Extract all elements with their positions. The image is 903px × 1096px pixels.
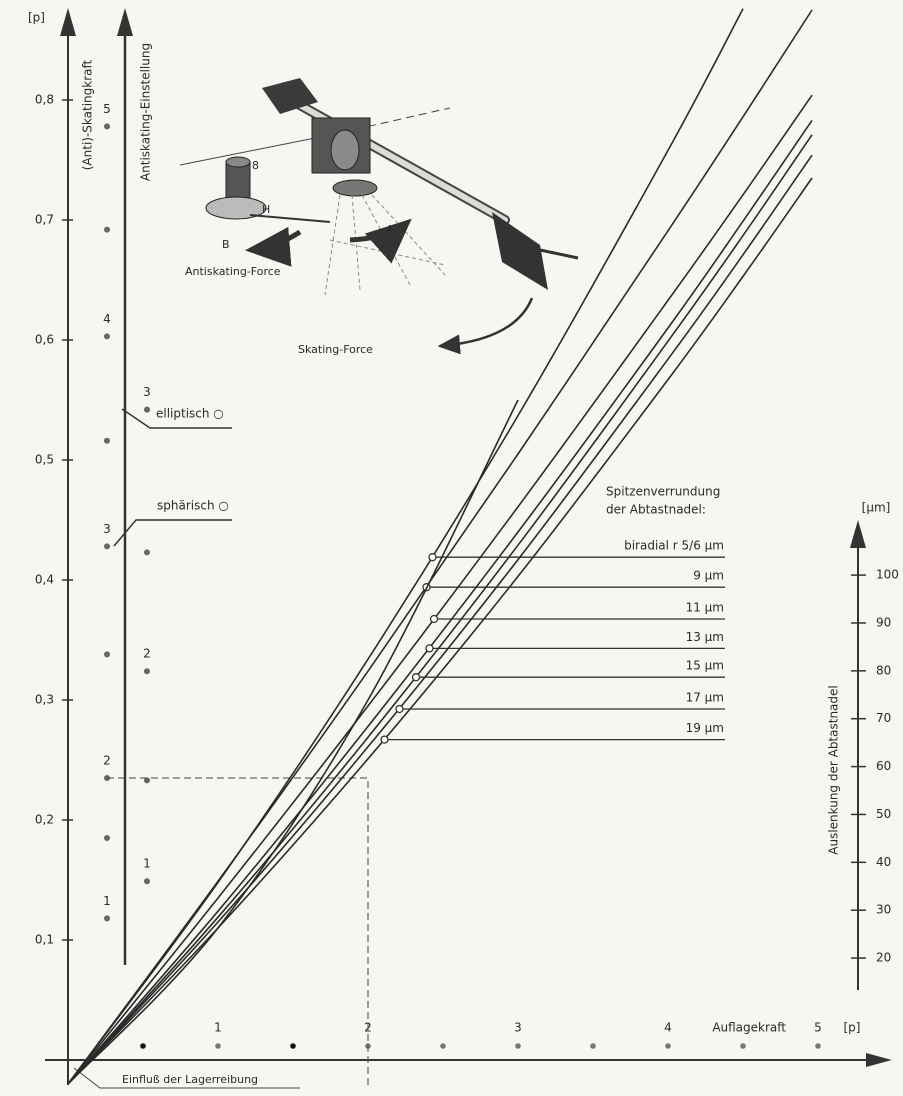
y2-tick-label: 20 [876, 951, 891, 965]
y-tick-label: 0,3 [35, 693, 54, 707]
legend-label: 11 μm [686, 601, 724, 615]
y-tick-label: 0,4 [35, 573, 54, 587]
antiskating-minor-tick [104, 227, 110, 233]
antiskating-axis-arrow [117, 8, 133, 36]
antiskating-tick-label: 2 [103, 754, 111, 768]
x-tick [515, 1043, 521, 1049]
antiskating-tick [104, 915, 110, 921]
antiskating-tick-label: 4 [103, 312, 111, 326]
curve-marker [429, 554, 436, 561]
curve-marker [381, 736, 388, 743]
antiskating-tick [104, 333, 110, 339]
x-axis-arrow [866, 1053, 892, 1067]
y2-axis-arrow [850, 520, 866, 548]
illustration-label: Skating-Force [298, 343, 373, 356]
legend-title: der Abtastnadel: [606, 503, 706, 517]
curve-marker [413, 674, 420, 681]
antiskating-minor-tick [104, 651, 110, 657]
legend-label: 13 μm [686, 630, 724, 644]
antiskating-axis-title: Antiskating-Einstellung [139, 43, 153, 181]
x-tick-label: 4 [664, 1021, 672, 1035]
y-tick-label: 0,6 [35, 333, 54, 347]
antiskating-tick [104, 123, 110, 129]
spherical-annotation: sphärisch ○ [157, 499, 229, 513]
antiskating-tick [144, 407, 150, 413]
y2-tick-label: 100 [876, 568, 899, 582]
x-tick [215, 1043, 221, 1049]
y2-tick-label: 50 [876, 807, 891, 821]
y-tick-label: 0,8 [35, 93, 54, 107]
curve [68, 400, 518, 1084]
y2-axis-title: Auslenkung der Abtastnadel [827, 685, 841, 855]
antiskating-minor-tick [104, 835, 110, 841]
bearing-annotation: Einfluß der Lagerreibung [122, 1073, 258, 1086]
y2-tick-label: 30 [876, 903, 891, 917]
y2-tick-label: 40 [876, 855, 891, 869]
x-minor-tick [290, 1043, 296, 1049]
antiskating-tick-label: 1 [143, 857, 151, 871]
y-unit: [p] [28, 11, 45, 25]
antiskating-minor-tick [104, 438, 110, 444]
legend-label: 9 μm [693, 569, 724, 583]
illustration-label: B [222, 238, 230, 251]
chart: [p] (Anti)-Skatingkraft Antiskating-Eins… [0, 0, 903, 1096]
curve-marker [426, 645, 433, 652]
antiskating-minor-tick [144, 549, 150, 555]
y2-unit: [μm] [862, 501, 891, 515]
antiskating-tick [144, 668, 150, 674]
x-tick-label: 1 [214, 1021, 222, 1035]
y-tick-label: 0,5 [35, 453, 54, 467]
legend-label: 15 μm [686, 659, 724, 673]
x-tick [665, 1043, 671, 1049]
spherical-leader [114, 520, 232, 546]
legend-label: biradial r 5/6 μm [624, 539, 724, 553]
y-tick-label: 0,7 [35, 213, 54, 227]
x-minor-tick [590, 1043, 596, 1049]
y-tick-label: 0,2 [35, 813, 54, 827]
curve-marker [431, 616, 438, 623]
x-tick-label: 3 [514, 1021, 522, 1035]
y2-tick-label: 90 [876, 615, 891, 629]
curve-marker [396, 706, 403, 713]
illustration-label: A [386, 223, 394, 236]
x-minor-tick [740, 1043, 746, 1049]
tonearm-illustration [180, 78, 578, 346]
y2-tick-label: 80 [876, 663, 891, 677]
antiskating-tick-label: 3 [143, 385, 151, 399]
y-tick-label: 0,1 [35, 933, 54, 947]
illustration-label: H [262, 203, 270, 216]
antiskating-tick [144, 878, 150, 884]
reading-line [107, 778, 368, 1088]
antiskating-tick-label: 5 [103, 102, 111, 116]
antiskating-tick-label: 3 [103, 522, 111, 536]
y-axis-arrow [60, 8, 76, 36]
antiskating-tick-label: 2 [143, 647, 151, 661]
x-tick-label: 5 [814, 1021, 822, 1035]
x-unit: [p] [844, 1021, 861, 1035]
x-minor-tick [440, 1043, 446, 1049]
y2-tick-label: 70 [876, 711, 891, 725]
y-axis-title: (Anti)-Skatingkraft [81, 59, 95, 170]
legend-label: 19 μm [686, 721, 724, 735]
antiskating-tick-label: 1 [103, 894, 111, 908]
y2-tick-label: 60 [876, 759, 891, 773]
illustration-label: Antiskating-Force [185, 265, 281, 278]
antiskating-tick [104, 543, 110, 549]
legend-title: Spitzenverrundung [606, 485, 720, 499]
illustration-label: 8 [252, 159, 259, 172]
x-axis-title: Auflagekraft [712, 1021, 786, 1035]
elliptical-annotation: elliptisch ○ [156, 407, 224, 421]
legend-label: 17 μm [686, 691, 724, 705]
x-minor-tick [140, 1043, 146, 1049]
x-tick [815, 1043, 821, 1049]
